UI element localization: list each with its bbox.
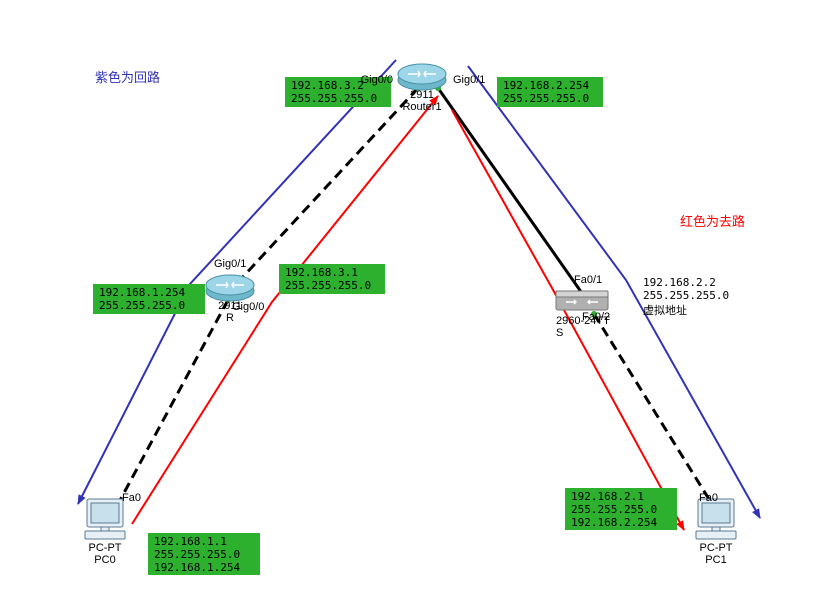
device-name: Router1 [402,101,441,113]
pc-pc1[interactable]: PC-PTPC1 [696,499,736,566]
device-model: PC-PT [89,542,122,554]
ip-line: 192.168.3.1 [285,266,358,279]
port-label: Fa0 [699,492,718,504]
ip-line: 192.168.1.1 [154,535,227,548]
ip-line: 255.255.255.0 [571,503,657,516]
port-label: Gig0/0 [232,301,264,313]
port-label: Gig0/1 [214,258,246,270]
pc-pc0[interactable]: PC-PTPC0 [85,499,125,566]
device-name: PC0 [94,554,115,566]
ip-line: 192.168.1.254 [99,286,185,299]
port-label: Gig0/0 [361,74,393,86]
legend-red: 红色为去路 [680,214,745,229]
ip-line: 192.168.2.254 [571,516,657,529]
ip-label-r2_g01: 192.168.3.1255.255.255.0 [279,264,385,294]
ip-label-r1_g01: 192.168.2.254255.255.255.0 [497,77,603,107]
legend-purple: 紫色为回路 [95,70,160,85]
device-name: S [556,327,563,339]
port-label: Fa0 [122,492,141,504]
router-router2[interactable]: 2911R [206,275,254,324]
device-name: PC1 [705,554,726,566]
ip-line: 192.168.2.1 [571,490,644,503]
ip-label-r2_g00: 192.168.1.254255.255.255.0 [93,284,205,314]
link-router2-pc0 [118,300,228,504]
link-switch1-pc1 [594,314,712,504]
device-model: 2911 [410,89,434,101]
ip-line: 255.255.255.0 [99,299,185,312]
ip-line: 192.168.3.2 [291,79,364,92]
port-label: Gig0/1 [453,74,485,86]
ip-line: 192.168.1.254 [154,561,240,574]
ip-line: 255.255.255.0 [291,92,377,105]
ip-line: 255.255.255.0 [285,279,371,292]
ip-label-pc1_ip: 192.168.2.1255.255.255.0192.168.2.254 [565,488,677,530]
ip-line: 255.255.255.0 [503,92,589,105]
device-model: PC-PT [700,542,733,554]
ip-label-pc0_ip: 192.168.1.1255.255.255.0192.168.1.254 [148,533,260,575]
link-router1-router2 [240,88,418,280]
ip-line: 192.168.2.254 [503,79,589,92]
caption: 虚拟地址 [643,303,687,317]
device-name: R [226,312,234,324]
ip-line: 255.255.255.0 [643,289,729,302]
port-label: Fa0/1 [574,274,602,286]
port-label: Fa0/2 [582,311,610,323]
plain-label-virtual_addr: 192.168.2.2255.255.255.0虚拟地址 [643,276,729,317]
ip-line: 192.168.2.2 [643,276,716,289]
ip-line: 255.255.255.0 [154,548,240,561]
